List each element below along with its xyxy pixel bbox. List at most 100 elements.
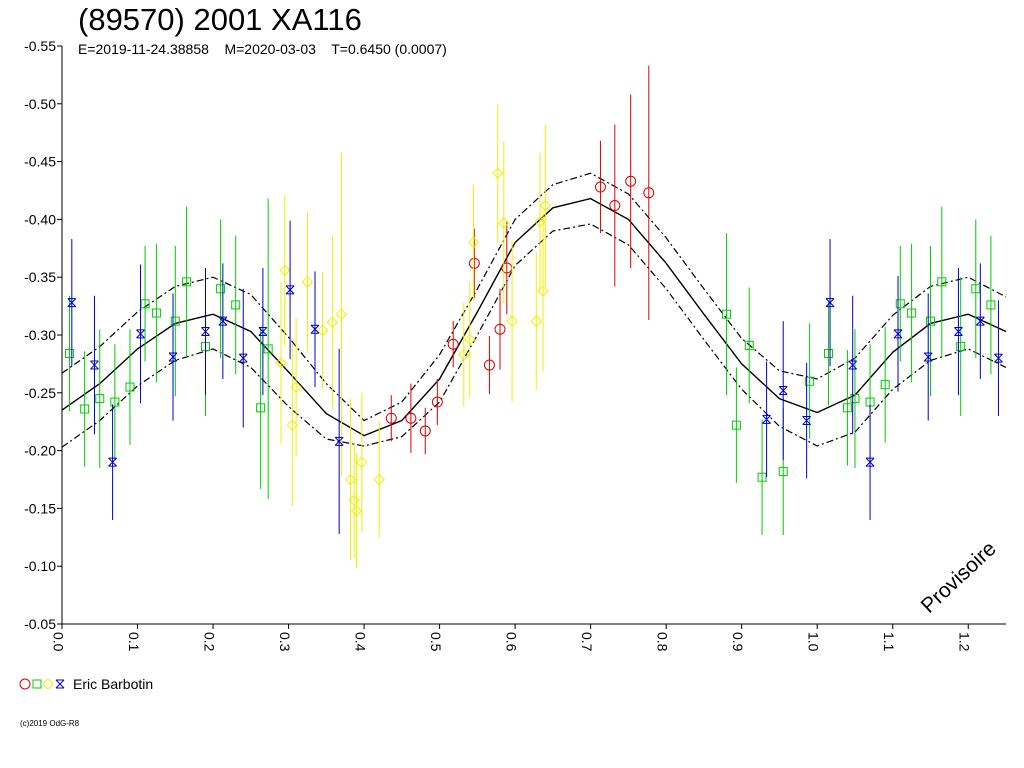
blue-star-point bbox=[136, 329, 145, 339]
yellow-diamond-point bbox=[492, 167, 504, 179]
yellow-diamond-point bbox=[467, 236, 480, 249]
yellow-diamond-point bbox=[530, 315, 542, 327]
yellow-diamond-point bbox=[498, 217, 510, 229]
x-tick-label: 0.9 bbox=[730, 632, 746, 652]
legend: Eric Barbotin bbox=[18, 674, 153, 694]
yellow-diamond-point bbox=[326, 316, 339, 328]
green-square-point bbox=[850, 394, 860, 404]
fit-curve bbox=[61, 197, 1007, 437]
green-square-point bbox=[971, 284, 981, 294]
y-tick-label: -0.55 bbox=[24, 38, 56, 54]
yellow-diamond-point bbox=[539, 199, 552, 212]
x-tick-label: 0.5 bbox=[428, 632, 444, 652]
blue-star-point bbox=[825, 298, 835, 308]
yellow-diamond-point bbox=[279, 264, 291, 276]
yellow-diamond-point bbox=[356, 456, 368, 468]
blue-star-point bbox=[238, 353, 248, 363]
chart-subtitle: E=2019-11-24.38858 M=2020-03-03 T=0.6450… bbox=[78, 41, 447, 57]
green-square-point bbox=[778, 466, 788, 476]
blue-star-point bbox=[90, 360, 99, 370]
axes-group: -0.55 -0.50 -0.45 -0.40 -0.35 -0.30 -0.25 -0.20… bbox=[24, 38, 1006, 652]
x-tick-label: 0.0 bbox=[50, 632, 66, 652]
green-square-point bbox=[80, 404, 90, 414]
green-square-point bbox=[170, 316, 180, 326]
blue-star-point bbox=[218, 316, 228, 326]
y-tick-label: -0.25 bbox=[24, 385, 56, 401]
green-square-point bbox=[256, 403, 266, 413]
green-square-point bbox=[937, 277, 947, 287]
blue-star-point bbox=[310, 324, 320, 334]
red-circle-point bbox=[483, 359, 495, 371]
blue-star-point bbox=[954, 327, 963, 337]
y-tick-label: -0.50 bbox=[24, 96, 56, 112]
blue-star-point bbox=[848, 360, 858, 370]
y-tick-label: -0.35 bbox=[24, 269, 56, 285]
green-square-point bbox=[744, 340, 754, 350]
green-square-point bbox=[805, 376, 815, 386]
yellow-diamond-point bbox=[316, 324, 329, 337]
yellow-diamond-point bbox=[537, 285, 549, 297]
blue-star-point bbox=[285, 285, 295, 295]
blue-star-point bbox=[334, 436, 344, 446]
blue-star-point bbox=[108, 457, 117, 467]
green-square-point bbox=[110, 397, 120, 407]
blue-star-point bbox=[258, 327, 268, 337]
red-circle-point bbox=[643, 187, 655, 199]
yellow-diamond-point bbox=[506, 315, 518, 327]
y-tick-label: -0.45 bbox=[24, 154, 56, 170]
y-tick-label: -0.30 bbox=[24, 327, 56, 343]
x-tick-label: 1.0 bbox=[805, 632, 821, 652]
legend-blue-star bbox=[55, 679, 65, 689]
green-square-point bbox=[757, 472, 767, 482]
green-square-point bbox=[151, 308, 161, 318]
red-circle-point bbox=[405, 412, 417, 424]
legend-label: Eric Barbotin bbox=[73, 676, 154, 692]
blue-star-point bbox=[865, 457, 875, 467]
y-tick-label: -0.40 bbox=[24, 211, 56, 227]
green-square-point bbox=[263, 344, 273, 354]
yellow-diamond-point bbox=[464, 333, 476, 346]
red-circle-point bbox=[594, 181, 606, 193]
blue-star-point bbox=[975, 316, 985, 326]
chart-title: (89570) 2001 XA116 bbox=[78, 2, 362, 37]
provisoire-watermark: Provisoire bbox=[917, 537, 1001, 618]
green-square-point bbox=[216, 284, 226, 294]
yellow-diamond-point bbox=[301, 276, 314, 288]
y-tick-label: -0.15 bbox=[24, 500, 56, 516]
yellow-diamond-point bbox=[275, 357, 287, 369]
x-tick-label: 0.1 bbox=[126, 632, 142, 652]
yellow-diamond-point bbox=[335, 308, 348, 320]
yellow-diamond-point bbox=[373, 473, 385, 486]
green-square-point bbox=[231, 300, 241, 310]
y-tick-label: -0.05 bbox=[24, 616, 56, 632]
copyright-text: (c)2019 OdG-R8 bbox=[20, 719, 80, 728]
x-tick-label: 1.1 bbox=[881, 632, 897, 652]
blue-star-point bbox=[67, 298, 77, 308]
red-circle-point bbox=[419, 425, 431, 437]
legend-yellow-diamond bbox=[42, 678, 54, 690]
red-circle-point bbox=[625, 175, 637, 187]
x-tick-label: 0.6 bbox=[503, 632, 519, 652]
red-circle-point bbox=[431, 396, 443, 408]
blue-star-point bbox=[893, 329, 903, 339]
green-square-point bbox=[182, 277, 192, 287]
x-tick-label: 1.2 bbox=[957, 632, 973, 652]
green-square-point bbox=[880, 380, 890, 390]
legend-symbols bbox=[19, 678, 65, 690]
red-circle-point bbox=[609, 200, 621, 212]
blue-star-point bbox=[802, 416, 811, 426]
data-points-group bbox=[65, 65, 1003, 569]
blue-star-point bbox=[923, 352, 933, 362]
yellow-diamond-point bbox=[290, 381, 302, 393]
envelope-upper-curve bbox=[61, 172, 1007, 422]
green-square-point bbox=[65, 348, 75, 358]
x-tick-label: 0.8 bbox=[654, 632, 670, 652]
blue-star-point bbox=[778, 385, 788, 395]
x-tick-label: 0.4 bbox=[352, 632, 368, 652]
red-circle-point bbox=[468, 257, 480, 269]
green-square-point bbox=[722, 309, 732, 319]
blue-star-point bbox=[168, 352, 178, 362]
green-square-point bbox=[731, 420, 741, 430]
green-square-point bbox=[842, 403, 852, 413]
